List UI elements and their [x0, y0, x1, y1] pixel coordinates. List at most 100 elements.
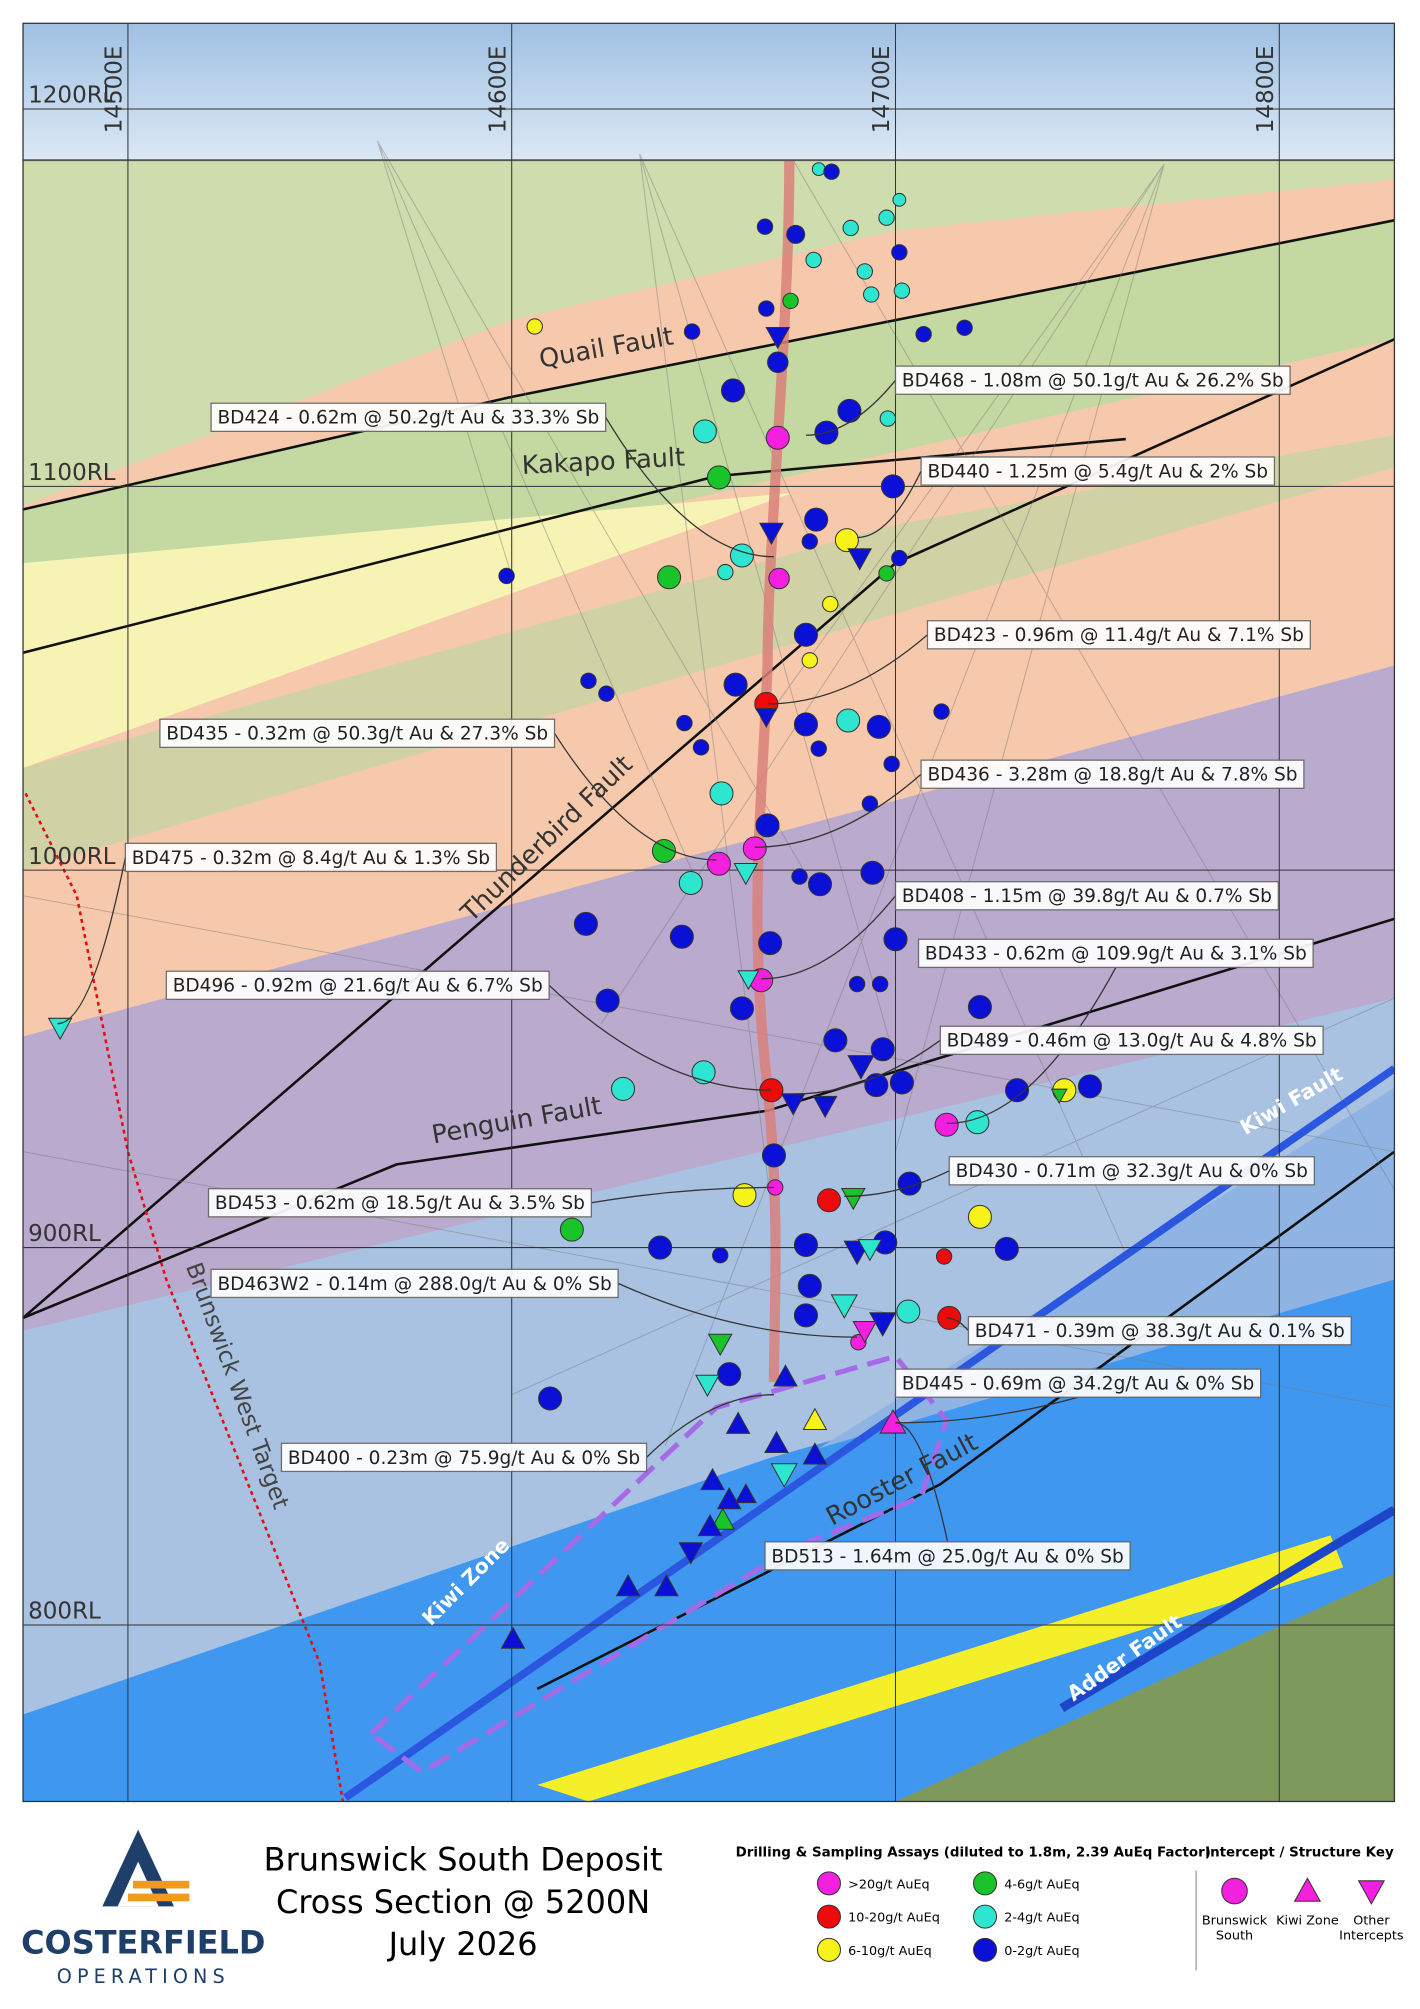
key-symbol — [1357, 1880, 1386, 1905]
label-box — [926, 620, 1311, 650]
leader-line — [767, 634, 928, 705]
frame — [22, 22, 1396, 1803]
assay-marker — [994, 1236, 1019, 1261]
title-line: Cross Section @ 5200N — [276, 1883, 650, 1921]
assay-marker — [896, 1299, 921, 1324]
intercept-label: BD408 - 1.15m @ 39.8g/t Au & 0.7% Sb — [894, 881, 1279, 911]
legend-swatch — [973, 1937, 998, 1962]
assay-marker — [915, 325, 932, 343]
assay-marker — [729, 996, 755, 1021]
key-symbol — [1293, 1877, 1322, 1902]
assay-marker — [870, 1037, 895, 1062]
assay-marker — [695, 1374, 720, 1398]
intercept-label: BD453 - 0.62m @ 18.5g/t Au & 3.5% Sb — [207, 1188, 592, 1218]
legend-label: 6-10g/t AuEq — [848, 1944, 932, 1959]
intercept-label: BD430 - 0.71m @ 32.3g/t Au & 0% Sb — [948, 1156, 1316, 1186]
assay-marker — [823, 163, 840, 180]
intercept-label: BD489 - 0.46m @ 13.0g/t Au & 4.8% Sb — [939, 1025, 1324, 1056]
assay-marker — [755, 813, 780, 838]
label-box — [764, 1541, 1131, 1571]
assay-marker — [880, 474, 905, 499]
label-box — [920, 456, 1276, 486]
assay-marker — [883, 755, 900, 773]
assay-marker — [707, 1333, 733, 1357]
assay-marker — [897, 1171, 922, 1196]
legend-title: Intercept / Structure Key — [1205, 1846, 1394, 1861]
assay-marker — [786, 224, 806, 244]
assay-marker — [863, 286, 880, 303]
intercept-label: BD423 - 0.96m @ 11.4g/t Au & 7.1% Sb — [926, 620, 1311, 650]
leader-line — [946, 967, 1117, 1125]
assay-marker — [526, 318, 543, 335]
assay-marker — [878, 209, 895, 226]
label-box — [894, 881, 1279, 911]
assay-marker — [733, 863, 759, 886]
leader-line — [617, 1282, 858, 1338]
legend-swatch — [973, 1904, 998, 1929]
intercept-text: BD453 - 0.62m @ 18.5g/t Au & 3.5% Sb — [215, 1193, 585, 1214]
label-box — [939, 1025, 1324, 1056]
label-box — [207, 1188, 592, 1218]
legend-label: 4-6g/t AuEq — [1004, 1877, 1079, 1892]
logo-sub: OPERATIONS — [57, 1965, 230, 1988]
assay-marker — [717, 563, 734, 581]
label-box — [920, 759, 1305, 789]
label-box — [894, 365, 1291, 395]
intercept-text: BD423 - 0.96m @ 11.4g/t Au & 7.1% Sb — [934, 625, 1304, 646]
assay-marker — [847, 548, 873, 571]
assay-marker — [678, 870, 703, 895]
assay-marker — [765, 425, 790, 450]
assay-marker — [498, 567, 515, 585]
assay-marker — [598, 685, 615, 702]
key-label: Other Intercepts — [1339, 1913, 1404, 1943]
assay-marker — [765, 326, 791, 350]
assay-marker — [879, 1408, 907, 1434]
assay-marker — [716, 1487, 742, 1510]
legend-swatch — [973, 1871, 998, 1896]
intercept-text: BD463W2 - 0.14m @ 288.0g/t Au & 0% Sb — [217, 1274, 611, 1295]
intercept-label: BD513 - 1.64m @ 25.0g/t Au & 0% Sb — [764, 1541, 1131, 1571]
assay-marker — [706, 851, 731, 876]
label-box — [159, 718, 556, 749]
intercept-text: BD430 - 0.71m @ 32.3g/t Au & 0% Sb — [956, 1161, 1308, 1182]
intercept-text: BD424 - 0.62m @ 50.2g/t Au & 33.3% Sb — [217, 408, 599, 429]
rl-label: 900RL — [28, 1221, 101, 1247]
legend-label: 10-20g/t AuEq — [848, 1911, 940, 1926]
assay-marker — [856, 263, 873, 280]
assay-marker — [822, 595, 839, 613]
leader-line — [591, 1186, 774, 1204]
label-box — [967, 1316, 1352, 1346]
assay-marker — [802, 1407, 828, 1430]
assay-marker — [965, 1110, 990, 1135]
intercept-label: BD400 - 0.23m @ 75.9g/t Au & 0% Sb — [280, 1442, 648, 1473]
intercept-text: BD436 - 3.28m @ 18.8g/t Au & 7.8% Sb — [927, 765, 1297, 786]
leader-line — [895, 1422, 949, 1542]
logo-name: COSTERFIELD — [21, 1924, 265, 1962]
assay-marker — [892, 192, 907, 207]
assay-marker — [721, 378, 746, 403]
title-line: July 2026 — [387, 1925, 538, 1963]
leader-line — [761, 895, 896, 980]
leader-line — [57, 857, 126, 1025]
assay-marker — [804, 507, 829, 532]
intercept-text: BD433 - 0.62m @ 109.9g/t Au & 3.1% Sb — [925, 944, 1307, 965]
intercept-text: BD408 - 1.15m @ 39.8g/t Au & 0.7% Sb — [902, 886, 1272, 907]
assay-marker — [891, 549, 908, 567]
assay-marker — [805, 251, 822, 269]
assay-marker — [810, 740, 827, 757]
assay-marker — [732, 1183, 757, 1208]
intercept-label: BD496 - 0.92m @ 21.6g/t Au & 6.7% Sb — [165, 970, 550, 1001]
assay-marker — [1077, 1074, 1102, 1099]
leader-line — [844, 1170, 950, 1198]
assay-marker — [761, 1143, 786, 1168]
rl-label: 1200RL — [28, 83, 116, 109]
assay-marker — [706, 465, 731, 490]
intercept-text: BD435 - 0.32m @ 50.3g/t Au & 27.3% Sb — [166, 724, 548, 745]
assay-marker — [802, 1442, 828, 1465]
intercept-label: BD440 - 1.25m @ 5.4g/t Au & 2% Sb — [920, 456, 1276, 486]
key-label: Brunswick South — [1202, 1913, 1268, 1943]
assay-marker — [580, 672, 597, 690]
assay-marker — [767, 351, 789, 374]
assay-marker — [770, 1463, 798, 1488]
